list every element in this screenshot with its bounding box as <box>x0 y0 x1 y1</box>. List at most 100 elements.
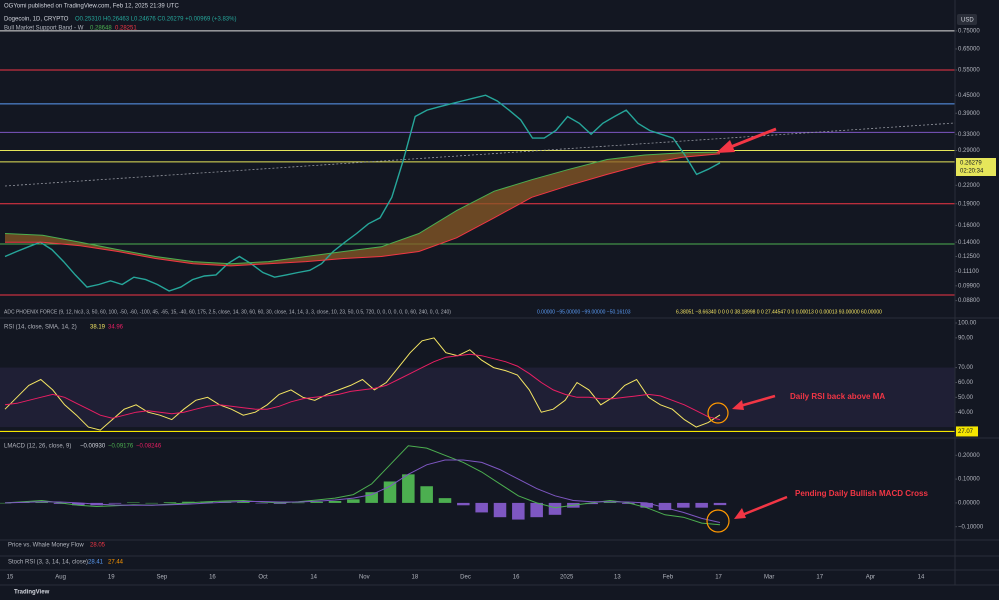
x-tick-label: Sep <box>156 575 167 581</box>
histogram-bar <box>163 502 177 503</box>
macd-legend-value: −0.08246 <box>136 444 162 450</box>
y-tick-label: 0.39000 <box>958 111 980 117</box>
highlight-circle <box>707 402 729 424</box>
y-tick-label: 90.00 <box>958 335 974 341</box>
x-tick-label: Oct <box>258 575 268 581</box>
histogram-bar <box>713 502 727 506</box>
histogram-bar <box>457 502 470 506</box>
histogram-bar <box>310 501 323 503</box>
histogram-bar <box>548 502 562 515</box>
rsi-title: RSI (14, close, SMA, 14, 2) <box>4 325 77 331</box>
histogram-bar <box>530 502 543 518</box>
histogram-bar <box>402 474 415 503</box>
y-tick-label: 0.10000 <box>958 477 980 483</box>
y-tick-label: 0.75000 <box>958 29 980 35</box>
histogram-bar <box>108 502 122 504</box>
x-tick-label: Feb <box>663 575 674 581</box>
y-tick-label: 100.00 <box>958 321 977 327</box>
x-tick-label: 17 <box>715 575 722 581</box>
price-tag <box>956 158 996 176</box>
y-tick-label: 70.00 <box>958 365 974 371</box>
currency[interactable]: USD <box>961 18 974 24</box>
price-tag-value: 0.26279 <box>960 161 982 167</box>
x-tick-label: 17 <box>816 575 823 581</box>
histogram-bar <box>640 502 653 508</box>
arrow <box>739 394 776 408</box>
histogram-bar <box>677 502 690 508</box>
x-tick-label: 14 <box>310 575 317 581</box>
countdown: 02:20:34 <box>960 169 984 175</box>
publisher: OGYomi published on TradingView.com, Feb… <box>4 4 179 10</box>
histogram-bar <box>438 498 452 503</box>
whale-value: 28.05 <box>90 543 106 549</box>
histogram-bar <box>420 486 433 503</box>
arrow-head <box>716 140 735 153</box>
histogram-bar <box>695 502 708 508</box>
series-line <box>5 153 721 267</box>
arrow-head <box>732 400 744 410</box>
highlight-circle <box>706 509 730 533</box>
histogram-bar <box>365 492 378 503</box>
x-tick-label: Dec <box>460 575 471 581</box>
histogram-bar <box>292 502 305 504</box>
marker-tag <box>956 426 978 437</box>
y-tick-label: 0.55000 <box>958 68 980 74</box>
whale-label: Price vs. Whale Money Flow <box>8 543 84 549</box>
histogram-bar <box>512 502 525 520</box>
rsi-value: 38.19 <box>90 325 106 331</box>
histogram-bar <box>493 502 507 518</box>
x-tick-label: 16 <box>209 575 216 581</box>
x-tick-label: 2025 <box>560 575 574 581</box>
macd-title: LMACD (12, 26, close, 9) <box>4 444 71 450</box>
series-line <box>4 337 721 431</box>
series-line <box>4 151 721 265</box>
histogram-bar <box>383 481 397 503</box>
stoch-value: 27.44 <box>108 560 124 566</box>
y-tick-label: 0.14000 <box>958 240 980 246</box>
footer-logo[interactable]: TradingView <box>14 590 50 596</box>
histogram-bar <box>182 501 195 503</box>
rsi-ma-value: 34.96 <box>108 325 124 331</box>
stoch-value: 28.41 <box>88 560 104 566</box>
y-tick-label: 0.33000 <box>958 132 980 138</box>
y-tick-label: 0.65000 <box>958 47 980 53</box>
y-tick-label: 50.00 <box>958 395 974 401</box>
x-tick-label: 19 <box>108 575 115 581</box>
histogram-bar <box>328 501 342 503</box>
adc-values: 6.38051 −8.66340 0 0 0 0 38.18998 0 0 27… <box>676 309 882 315</box>
y-tick-label: 0.00000 <box>958 500 980 506</box>
annotation: Daily RSI back above MA <box>790 392 885 401</box>
x-tick-label: 16 <box>513 575 520 581</box>
adc-label: ADC PHOENIX FORCE (9, 12, hlc3, 3, 50, 6… <box>4 309 451 315</box>
y-tick-label: 0.16000 <box>958 223 980 229</box>
y-tick-label: 0.12500 <box>958 254 980 260</box>
histogram-bar <box>145 502 158 504</box>
x-tick-label: 14 <box>918 575 925 581</box>
histogram-bar <box>237 501 250 503</box>
rsi-band <box>0 367 955 428</box>
series-line <box>4 353 721 421</box>
adc-values: 0.00000 −95.00000 −99.00000 −50.16103 <box>537 309 631 315</box>
symbol: Dogecoin, 1D, CRYPTO <box>4 17 69 23</box>
y-tick-label: 0.09900 <box>958 283 980 289</box>
series-line <box>4 94 721 292</box>
histogram-bar <box>72 502 85 506</box>
arrow <box>727 127 777 150</box>
x-tick-label: 13 <box>614 575 621 581</box>
macd-legend-value: −0.09176 <box>108 444 134 450</box>
y-tick-label: 0.08800 <box>958 298 980 304</box>
histogram-bar <box>127 502 140 503</box>
y-tick-label: 0.11100 <box>958 269 979 275</box>
series-line <box>4 459 721 523</box>
indicator-value: 0.28648 <box>90 26 112 32</box>
indicator-value: 0.28251 <box>115 26 137 32</box>
annotation: Pending Daily Bullish MACD Cross <box>795 489 928 498</box>
histogram-bar <box>35 501 48 503</box>
currency-box[interactable] <box>957 14 977 25</box>
y-tick-label: 40.00 <box>958 410 974 416</box>
x-tick-label: 15 <box>7 575 14 581</box>
y-tick-label: 0.22000 <box>958 183 980 189</box>
marker-label: 27.07 <box>958 429 974 435</box>
y-tick-label: 0.20000 <box>958 453 980 459</box>
